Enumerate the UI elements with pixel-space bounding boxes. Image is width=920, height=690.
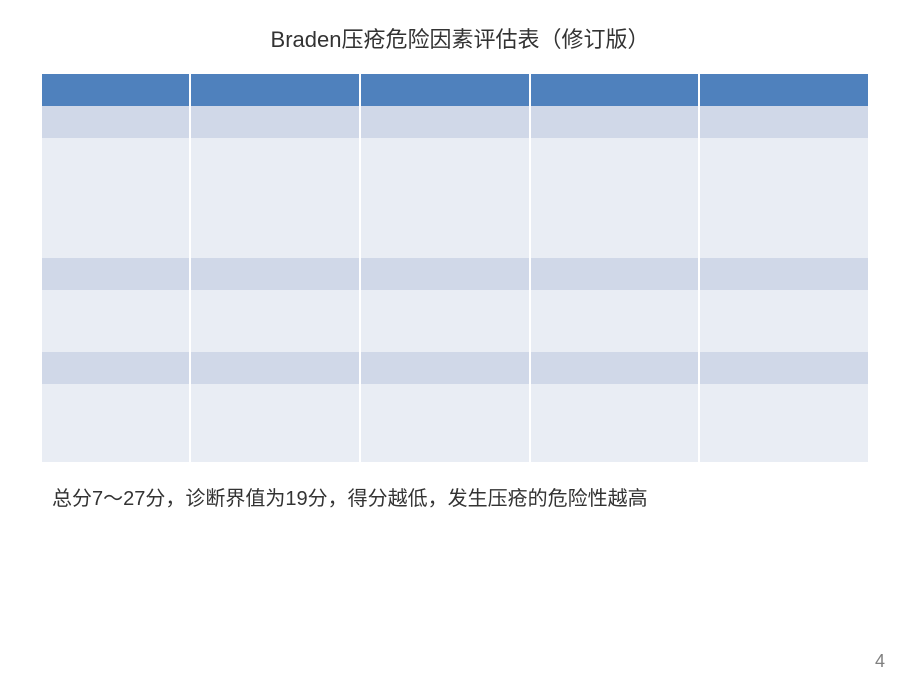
table-cell bbox=[531, 290, 699, 352]
table-cell bbox=[42, 258, 189, 290]
table-cell bbox=[531, 106, 699, 138]
table-header-row bbox=[42, 74, 868, 106]
table-row bbox=[42, 106, 868, 138]
table-cell bbox=[42, 106, 189, 138]
table-cell bbox=[361, 74, 529, 106]
table-cell bbox=[42, 138, 189, 258]
braden-table bbox=[40, 74, 870, 462]
table-row bbox=[42, 138, 868, 258]
table-cell bbox=[191, 290, 359, 352]
table-cell bbox=[531, 352, 699, 384]
table-cell bbox=[700, 106, 868, 138]
table-cell bbox=[191, 258, 359, 290]
table-cell bbox=[700, 352, 868, 384]
page-title: Braden压疮危险因素评估表（修订版） bbox=[0, 0, 920, 74]
table-cell bbox=[42, 74, 189, 106]
table-cell bbox=[42, 290, 189, 352]
table-row bbox=[42, 290, 868, 352]
table-cell bbox=[191, 138, 359, 258]
table-cell bbox=[361, 352, 529, 384]
table-cell bbox=[531, 258, 699, 290]
table-cell bbox=[361, 106, 529, 138]
table-cell bbox=[700, 290, 868, 352]
table-cell bbox=[42, 352, 189, 384]
braden-table-container bbox=[40, 74, 870, 462]
table-cell bbox=[361, 290, 529, 352]
table-cell bbox=[191, 352, 359, 384]
table-cell bbox=[191, 106, 359, 138]
table-cell bbox=[361, 138, 529, 258]
table-cell bbox=[361, 384, 529, 462]
table-cell bbox=[531, 138, 699, 258]
table-cell bbox=[191, 384, 359, 462]
table-row bbox=[42, 258, 868, 290]
table-row bbox=[42, 384, 868, 462]
table-cell bbox=[700, 138, 868, 258]
footer-note: 总分7～27分，诊断界值为19分，得分越低，发生压疮的危险性越高 bbox=[52, 482, 920, 511]
table-cell bbox=[191, 74, 359, 106]
table-cell bbox=[531, 74, 699, 106]
table-cell bbox=[700, 258, 868, 290]
table-row bbox=[42, 352, 868, 384]
page-number: 4 bbox=[875, 651, 885, 672]
table-cell bbox=[361, 258, 529, 290]
table-cell bbox=[700, 74, 868, 106]
table-cell bbox=[42, 384, 189, 462]
table-cell bbox=[531, 384, 699, 462]
table-cell bbox=[700, 384, 868, 462]
